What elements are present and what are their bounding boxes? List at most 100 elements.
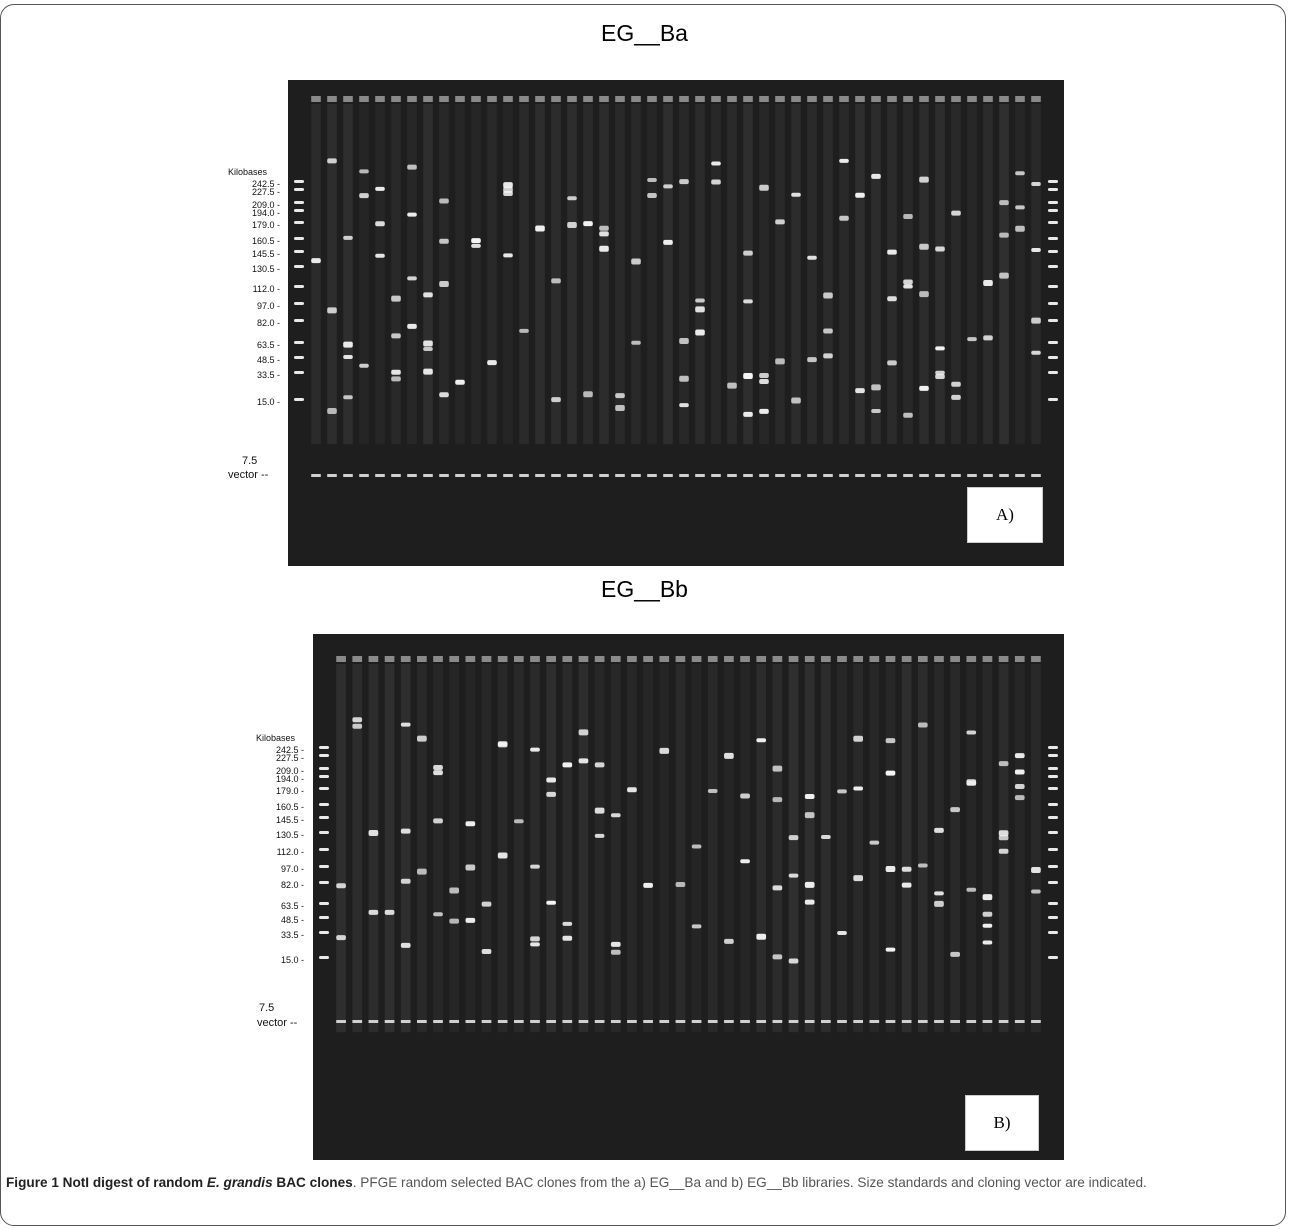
gel-vector-band — [919, 474, 929, 477]
gel-vector-band — [951, 474, 961, 477]
ladder-mark: 160.5 - — [251, 236, 280, 246]
gel-band — [562, 921, 573, 926]
gel-lane-smear — [594, 664, 605, 1033]
gel-ladder-band — [294, 341, 304, 344]
gel-well — [855, 96, 865, 102]
caption-title-pre: NotI digest of random — [62, 1175, 207, 1190]
gel-well — [807, 96, 817, 102]
gel-well — [311, 96, 321, 102]
gel-well — [631, 96, 641, 102]
gel-ladder-band — [294, 302, 304, 305]
gel-vector-band — [578, 1020, 589, 1023]
ladder-mark: 112.0 - — [252, 284, 280, 294]
gel-band — [901, 866, 912, 872]
ladder-mark: 15.0 - — [256, 397, 280, 407]
gel-vector-band — [659, 1020, 670, 1023]
gel-band — [998, 835, 1009, 841]
gel-band — [546, 900, 556, 905]
gel-band — [1014, 795, 1025, 801]
gel-ladder-band — [319, 767, 329, 770]
gel-band — [530, 864, 540, 869]
gel-ladder-band — [1048, 180, 1058, 183]
gel-ladder-band — [294, 398, 304, 401]
gel-vector-band — [756, 1020, 767, 1023]
gel-band — [359, 169, 369, 174]
gel-ladder-band — [319, 775, 329, 778]
gel-vector-band — [546, 1020, 556, 1023]
gel-vector-band — [675, 1020, 686, 1023]
gel-well — [407, 96, 417, 102]
gel-background — [313, 634, 1064, 1160]
gel-lane-smear — [551, 104, 561, 445]
gel-band — [465, 917, 476, 923]
gel-band — [407, 164, 417, 170]
gel-vector-band — [695, 474, 705, 477]
gel-well — [917, 656, 928, 662]
gel-well — [433, 656, 443, 662]
gel-band — [631, 340, 641, 345]
gel-band — [439, 198, 449, 204]
gel-band — [998, 761, 1009, 767]
vector-label-b: vector -- — [257, 1017, 298, 1029]
gel-vector-band — [839, 474, 849, 477]
gel-band — [853, 735, 864, 742]
gel-band — [759, 372, 769, 378]
gel-band — [679, 403, 689, 408]
gel-vector-band — [359, 474, 369, 477]
gel-band — [1031, 317, 1041, 324]
gel-vector-band — [1015, 474, 1025, 477]
gel-band — [503, 191, 513, 197]
gel-band — [951, 381, 961, 387]
gel-band — [772, 797, 783, 803]
gel-band — [583, 221, 593, 227]
gel-ladder-band — [1048, 371, 1058, 374]
gel-lane-smear — [497, 664, 508, 1033]
gel-lane-smear — [756, 664, 767, 1033]
gel-lane-smear — [983, 104, 993, 445]
gel-band — [465, 821, 476, 827]
gel-vector-band — [885, 1020, 896, 1023]
gel-band — [594, 762, 605, 768]
gel-ladder-band — [1048, 848, 1058, 851]
gel-band — [691, 924, 702, 929]
gel-band — [711, 179, 721, 185]
gel-lane-smear — [1031, 104, 1041, 445]
gel-band — [724, 938, 734, 944]
panel-a-title: EG__Ba — [601, 20, 688, 46]
gel-band — [583, 391, 593, 398]
gel-band — [471, 243, 481, 248]
gel-lane-smear — [934, 664, 944, 1033]
gel-band — [788, 958, 799, 964]
gel-ladder-band — [1048, 285, 1058, 288]
caption-label: Figure 1 — [6, 1175, 59, 1190]
gel-band — [433, 912, 443, 917]
gel-band — [551, 397, 561, 403]
gel-vector-band — [497, 1020, 508, 1023]
ladder-mark: 48.5 - — [280, 915, 304, 925]
gel-vector-band — [950, 1020, 960, 1023]
gel-band — [823, 328, 833, 334]
gel-lane-smear — [583, 104, 593, 445]
gel-vector-band — [627, 1020, 637, 1023]
gel-band — [934, 900, 944, 907]
gel-band — [455, 379, 465, 385]
gel-well — [887, 96, 897, 102]
gel-band — [327, 408, 337, 415]
gel-band — [423, 368, 433, 375]
gel-lane-smear — [471, 104, 481, 445]
gel-band — [336, 935, 346, 941]
gel-ladder-band — [1048, 916, 1058, 919]
ladder-mark: 145.5 - — [275, 815, 304, 825]
gel-band — [759, 408, 769, 414]
gel-well — [567, 96, 577, 102]
gel-band — [679, 337, 689, 344]
panel-a-label: A) — [967, 487, 1043, 543]
gel-band — [983, 335, 993, 341]
gel-band — [663, 184, 673, 189]
gel-vector-band — [449, 1020, 460, 1023]
gel-band — [551, 278, 561, 284]
gel-ladder-band — [1048, 865, 1058, 868]
gel-band — [853, 875, 864, 882]
gel-band — [352, 723, 363, 729]
gel-vector-band — [837, 1020, 847, 1023]
